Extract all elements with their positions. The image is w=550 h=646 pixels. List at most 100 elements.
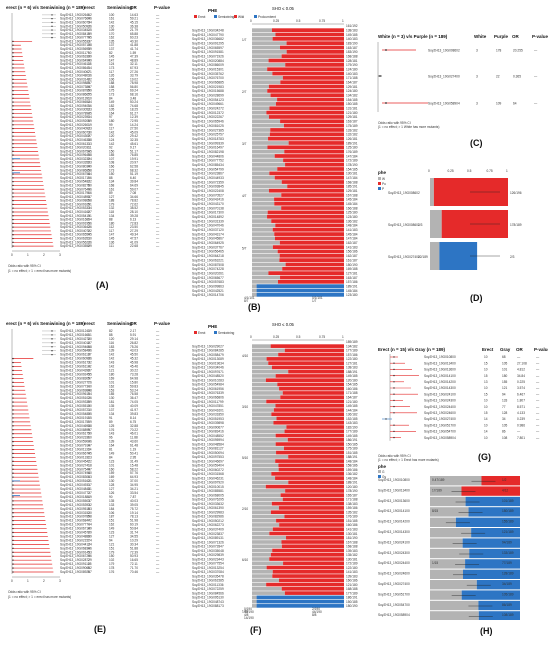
- legend-swatch: [378, 177, 381, 180]
- semiwining-count: 106: [109, 511, 115, 515]
- p-value: —: [156, 96, 160, 100]
- x-tick-label: 0.25: [273, 335, 279, 339]
- or-value: 56.80: [130, 85, 138, 89]
- semiwining-count: 187: [109, 515, 115, 519]
- plot-title: erect (n = 6) v/s Semiwining (n = 189): [6, 321, 85, 326]
- semiwining-count: 150: [109, 149, 115, 153]
- bar-gray: [430, 486, 462, 496]
- bar-gray: [430, 496, 466, 507]
- p-value: —: [536, 361, 540, 365]
- bar-red: [275, 442, 344, 446]
- left-count: 6/10: [242, 558, 248, 562]
- bottom-count: 0/1/101: [312, 296, 323, 300]
- gene-label: SoyZH13_19G084109: [60, 32, 92, 36]
- bar-gray: [252, 279, 278, 284]
- bar-count: 145/184: [346, 232, 358, 236]
- gene-label: SoyZH13_19G095994: [192, 438, 224, 442]
- left-count: 17/189: [432, 488, 442, 492]
- bar-red: [280, 395, 344, 400]
- gene-label: SoyZH13_19G023837: [192, 532, 224, 536]
- bar-red: [281, 206, 344, 210]
- p-value: —: [156, 416, 160, 420]
- semiwining-count: 101: [109, 463, 115, 467]
- left-count: 3/10: [242, 405, 248, 409]
- bar-count: 124/180: [346, 68, 358, 72]
- or-point: [12, 452, 14, 455]
- erect-count: 1: [88, 538, 90, 542]
- x-tick-label: 0: [11, 253, 13, 257]
- or-value: 75.26: [130, 345, 138, 349]
- gene-label: SoyZH13_19G036436: [60, 225, 92, 229]
- gray-count: 105: [502, 423, 508, 427]
- gene-label: SoyZH13_19G054191: [60, 214, 92, 218]
- semiwining-count: 121: [109, 542, 115, 546]
- gene-label: SoyZH13_19G040702: [60, 229, 92, 233]
- top-count: 161/192: [346, 24, 358, 28]
- gray-count: 180: [502, 374, 508, 378]
- column-header: Erect: [482, 347, 494, 352]
- gene-label: SoyZH13_19G035762: [192, 72, 224, 76]
- gene-label: SoyZH13_19G024600: [378, 572, 410, 576]
- x-tick-label: 0.75: [487, 169, 493, 173]
- semiwining-count: 88: [109, 176, 113, 180]
- p-value: —: [156, 20, 160, 24]
- or-value: 68.32: [130, 168, 138, 172]
- gene-label: SoyZH13_19G051700: [424, 423, 456, 427]
- bar-gray: [252, 467, 279, 472]
- gene-label: SoyZH13_19G050212: [192, 519, 224, 523]
- erect-count: 4: [88, 523, 90, 527]
- or-point: [393, 387, 395, 389]
- bar-count: 181/190: [346, 536, 358, 540]
- p-value: —: [156, 365, 160, 369]
- bar-gray: [252, 258, 280, 262]
- x-tick-label: 0: [428, 169, 430, 173]
- gene-label: SoyZH13_19G091691: [60, 202, 92, 206]
- erect-count: 1: [88, 436, 90, 440]
- erect-count: 2: [88, 558, 90, 562]
- gene-label: SoyZH13_19G099339: [192, 141, 224, 145]
- gene-label: SoyZH13_19G041607: [60, 210, 92, 214]
- or-value: 12.39: [130, 115, 138, 119]
- p-value: —: [156, 66, 160, 70]
- gene-label: SoyZH13_19G027400: [428, 75, 460, 79]
- bar-count: 180/190: [346, 604, 358, 608]
- or-value: 60.19: [130, 523, 138, 527]
- or-point: [12, 241, 14, 244]
- legend-title: PHE: [208, 8, 217, 13]
- erect-count: 5: [88, 81, 90, 85]
- bar-red: [270, 128, 344, 132]
- gene-label: SoyZH13_19G061732: [60, 361, 92, 365]
- gene-label: SoyZH13_19G067565: [60, 149, 92, 153]
- gene-label: SoyZH13_19G089131: [192, 536, 224, 540]
- erect-count: 5: [88, 400, 90, 404]
- gene-label: SoyZH13_19G093309: [60, 400, 92, 404]
- bar-red: [275, 476, 344, 480]
- or-value: 74.05: [130, 400, 138, 404]
- legend-text: Odds ratio with 95% CI: [8, 590, 41, 594]
- semiwining-count: 162: [109, 384, 115, 388]
- bar-count: 182/190: [346, 425, 358, 429]
- erect-count: 2: [88, 368, 90, 372]
- p-value: —: [156, 432, 160, 436]
- bar-red: [277, 249, 344, 254]
- bar-count: 154/185: [346, 98, 358, 102]
- gene-label: SoyZH13_19G046118: [60, 62, 92, 66]
- right-count: 126/196: [510, 191, 522, 195]
- p-value: —: [156, 404, 160, 408]
- or-value: 40.30: [130, 39, 138, 43]
- x-tick-label: 0.5: [296, 335, 301, 339]
- or-point: [51, 25, 53, 27]
- or-value: 50.93: [130, 554, 138, 558]
- gene-label: SoyZH13_19G043174: [192, 232, 224, 236]
- bar-red: [272, 569, 344, 574]
- bar-red: [282, 497, 344, 502]
- erect-count: 3: [88, 408, 90, 412]
- semiwining-count: 127: [109, 534, 115, 538]
- erect-count: 5: [88, 32, 90, 36]
- gene-label: SoyZH13_19G029839: [192, 553, 224, 557]
- gray-count: 155: [502, 380, 508, 384]
- bar-gray: [252, 506, 279, 510]
- gene-label: SoyZH13_19G047727: [60, 491, 92, 495]
- or-value: 50.24: [130, 100, 138, 104]
- or-point: [12, 523, 14, 526]
